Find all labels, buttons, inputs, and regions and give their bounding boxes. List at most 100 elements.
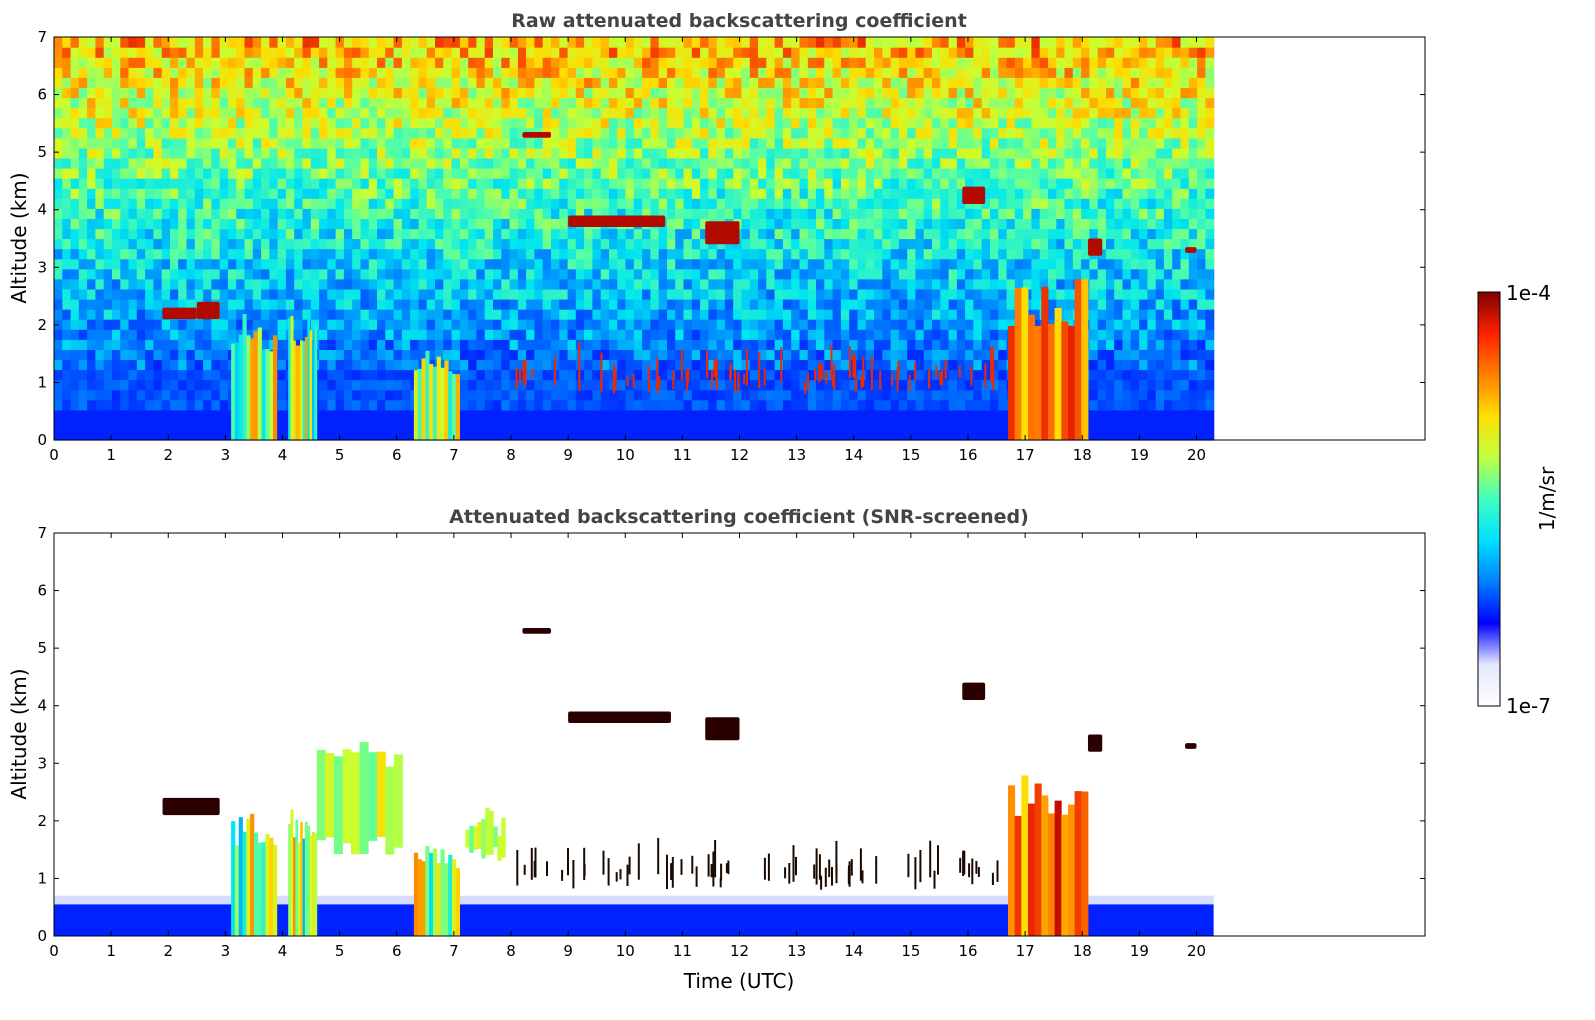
field-cell [998,359,1008,371]
field-cell [78,268,88,280]
field-cell [136,117,146,129]
field-cell [799,319,809,330]
field-cell [78,238,88,250]
field-cell [948,208,958,219]
field-cell [509,329,519,340]
colorbar: 1e-4 1e-7 1/m/sr [1477,281,1559,718]
field-cell [592,198,602,209]
field-cell [327,399,337,411]
field-cell [360,359,370,371]
field-cell [1056,238,1066,250]
field-cell [642,97,651,109]
field-cell [103,258,113,270]
field-cell [501,339,511,350]
field-cell [1048,238,1057,250]
field-cell [62,268,72,280]
field-cell [277,399,287,411]
field-cell [112,329,121,340]
field-cell [62,77,72,88]
field-cell [1072,57,1082,68]
field-cell [244,309,254,320]
field-cell [426,329,436,340]
field-cell [832,77,842,88]
field-cell [203,389,212,401]
field-cell [791,208,801,219]
field-cell [915,349,925,360]
field-cell [343,97,353,109]
field-cell [435,97,444,109]
field-cell [981,268,991,280]
field-cell [965,258,974,270]
field-cell [54,47,63,58]
field-cell [302,37,312,48]
field-cell [609,268,618,280]
field-cell [54,147,63,159]
field-cell [468,137,478,149]
field-cell [161,339,171,350]
field-cell [153,208,163,219]
field-cell [948,339,958,350]
field-cell [609,228,618,240]
field-cell [874,309,883,320]
field-cell [468,117,478,129]
field-cell [675,97,685,109]
field-cell [335,127,345,139]
field-cell [120,248,130,260]
field-cell [526,57,535,68]
field-cell [791,319,801,330]
field-cell [907,258,917,270]
field-cell [219,218,229,230]
field-cell [335,278,345,290]
field-cell [95,47,105,58]
field-cell [700,208,709,219]
field-cell [393,248,403,260]
field-cell [782,228,792,240]
field-cell [418,329,428,340]
field-cell [667,97,676,109]
field-cell [816,288,825,300]
field-cell [882,157,892,169]
field-cell [426,299,436,310]
field-cell [956,319,966,330]
field-cell [567,208,577,219]
field-cell [965,67,974,78]
field-cell [741,278,751,290]
field-cell [650,238,660,250]
field-cell [319,67,328,78]
field-cell [203,218,212,230]
field-cell [178,369,188,381]
field-cell [227,168,237,179]
field-cell [840,57,850,68]
field-cell [269,97,279,109]
field-cell [625,188,635,199]
field-cell [965,47,974,58]
field-cell [493,57,502,68]
field-cell [617,127,627,139]
field-cell [840,77,850,88]
field-cell [998,329,1008,340]
field-cell [1048,117,1057,129]
field-cell [352,67,362,78]
field-cell [575,389,585,401]
field-cell [476,369,486,381]
field-cell [1014,248,1024,260]
field-cell [609,309,618,320]
field-cell [981,329,991,340]
field-cell [898,107,908,119]
field-cell [1006,208,1016,219]
field-cell [377,157,386,169]
field-cell [128,228,138,240]
field-cell [302,137,312,149]
field-cell [882,268,892,280]
field-cell [377,309,386,320]
field-cell [170,319,179,330]
field-cell [898,57,908,68]
field-cell [600,57,610,68]
field-cell [294,218,304,230]
field-cell [62,238,72,250]
field-cell [617,168,627,179]
field-cell [675,299,685,310]
field-cell [1048,198,1057,209]
field-cell [700,329,709,340]
field-cell [236,168,246,179]
